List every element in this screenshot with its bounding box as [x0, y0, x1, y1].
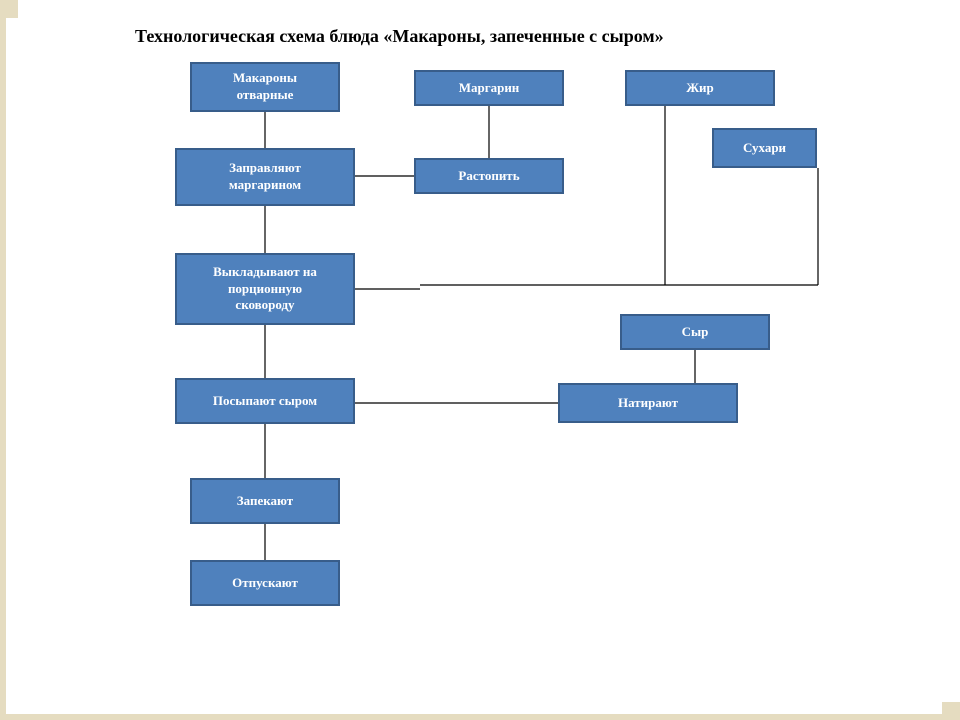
node-zhir: Жир: [625, 70, 775, 106]
diagram-title: Технологическая схема блюда «Макароны, з…: [135, 26, 664, 47]
node-makarony: Макароныотварные: [190, 62, 340, 112]
corner-accent-top-left: [0, 0, 18, 18]
node-margarin: Маргарин: [414, 70, 564, 106]
node-posyp: Посыпают сыром: [175, 378, 355, 424]
node-zapravl: Заправляютмаргарином: [175, 148, 355, 206]
node-syr: Сыр: [620, 314, 770, 350]
slide-frame: [0, 0, 960, 720]
node-natir: Натирают: [558, 383, 738, 423]
node-zapek: Запекают: [190, 478, 340, 524]
node-vyklad: Выкладывают напорционнуюсковороду: [175, 253, 355, 325]
node-otpusk: Отпускают: [190, 560, 340, 606]
node-rastopit: Растопить: [414, 158, 564, 194]
node-suhari: Сухари: [712, 128, 817, 168]
corner-accent-bottom-right: [942, 702, 960, 720]
